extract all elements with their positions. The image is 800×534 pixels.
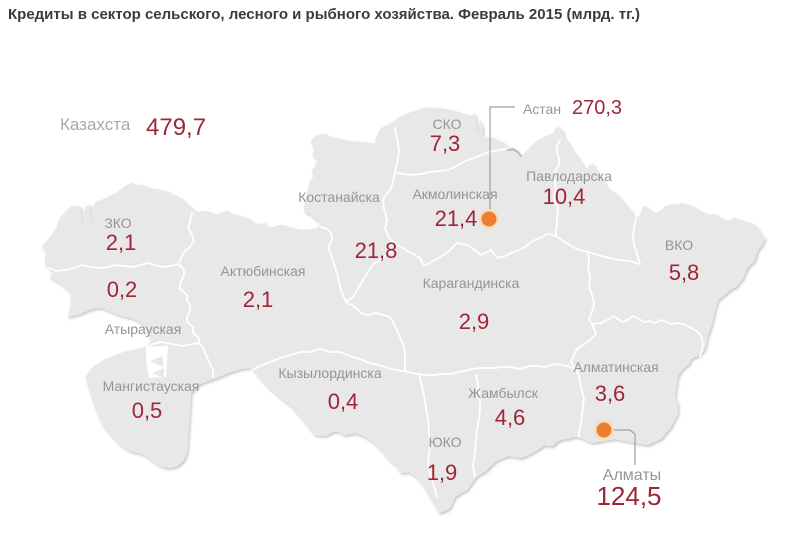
- svg-text:Атырауская: Атырауская: [105, 321, 182, 337]
- svg-text:Алматинская: Алматинская: [573, 359, 658, 375]
- svg-text:Карагандинска: Карагандинска: [423, 275, 520, 291]
- svg-text:21,4: 21,4: [435, 206, 478, 231]
- svg-text:Астан: Астан: [523, 101, 561, 117]
- svg-text:4,6: 4,6: [495, 405, 526, 430]
- svg-text:ЮКО: ЮКО: [428, 434, 461, 450]
- svg-text:ВКО: ВКО: [665, 237, 693, 253]
- svg-text:Костанайска: Костанайска: [298, 189, 380, 205]
- svg-text:21,8: 21,8: [355, 238, 398, 263]
- svg-text:2,9: 2,9: [459, 309, 490, 334]
- svg-text:479,7: 479,7: [146, 114, 206, 141]
- svg-text:ЗКО: ЗКО: [104, 215, 131, 231]
- svg-text:5,8: 5,8: [669, 260, 700, 285]
- svg-text:Мангистауская: Мангистауская: [103, 378, 200, 394]
- svg-text:0,5: 0,5: [132, 398, 163, 423]
- svg-text:270,3: 270,3: [572, 97, 622, 119]
- svg-text:СКО: СКО: [433, 116, 462, 132]
- svg-text:3,6: 3,6: [595, 381, 626, 406]
- svg-text:10,4: 10,4: [543, 184, 586, 209]
- svg-text:Казахста: Казахста: [60, 115, 131, 134]
- svg-text:2,1: 2,1: [243, 287, 274, 312]
- svg-text:124,5: 124,5: [596, 481, 661, 511]
- svg-text:Жамбылск: Жамбылск: [468, 385, 539, 401]
- svg-text:1,9: 1,9: [427, 460, 458, 485]
- svg-text:Павлодарска: Павлодарска: [526, 168, 612, 184]
- svg-text:Алматы: Алматы: [603, 467, 661, 484]
- svg-text:Кызылординска: Кызылординска: [278, 365, 381, 381]
- svg-text:0,2: 0,2: [107, 277, 138, 302]
- svg-text:2,1: 2,1: [106, 230, 137, 255]
- svg-text:Акмолинская: Акмолинская: [412, 186, 497, 202]
- svg-text:Актюбинская: Актюбинская: [221, 263, 306, 279]
- svg-text:7,3: 7,3: [430, 131, 461, 156]
- svg-text:0,4: 0,4: [328, 389, 359, 414]
